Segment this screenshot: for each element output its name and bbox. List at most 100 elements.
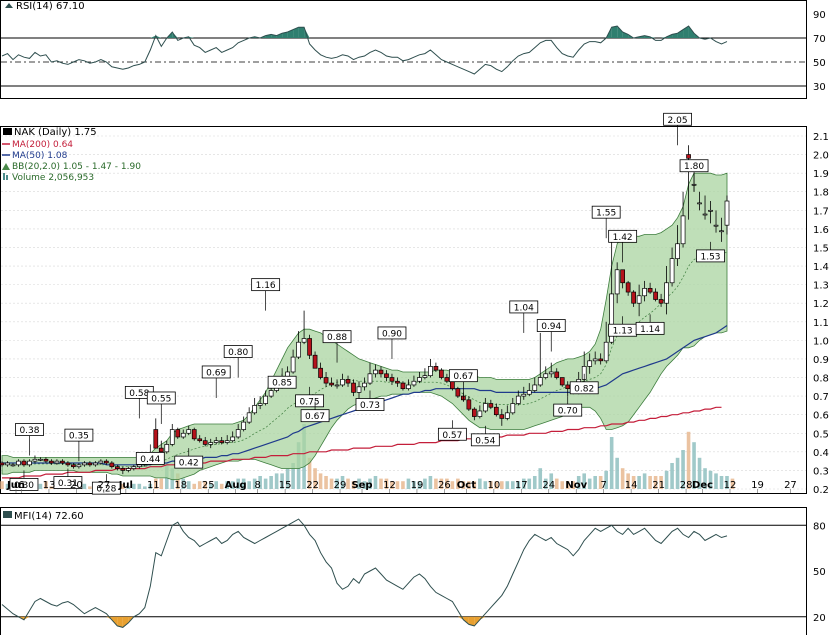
annotation-box xyxy=(635,321,665,335)
annotation-label: 0.75 xyxy=(300,397,320,407)
annotation-label: 0.85 xyxy=(272,379,292,389)
candle-body xyxy=(296,341,301,358)
volume-bar xyxy=(467,481,471,489)
candle-body xyxy=(515,395,521,404)
annotation-label: 1.55 xyxy=(596,209,616,219)
candle-body xyxy=(367,373,373,384)
annotation-label: 0.44 xyxy=(140,455,160,465)
volume-bar xyxy=(456,478,460,489)
candle-body xyxy=(219,440,225,443)
candle-body xyxy=(499,414,505,419)
annotation-label: 0.54 xyxy=(475,436,495,446)
volume-bar xyxy=(230,481,235,489)
candle-body xyxy=(422,375,428,378)
price-tick-label: 0.9 xyxy=(813,355,829,366)
price-tick-label: 1.6 xyxy=(813,225,829,236)
volume-bar xyxy=(186,481,191,489)
candle-body xyxy=(323,377,329,384)
annotation-label: 1.53 xyxy=(700,252,720,262)
price-tick-label: 0.4 xyxy=(813,448,829,459)
volume-bar xyxy=(675,457,680,489)
volume-bar xyxy=(543,478,548,489)
volume-bar xyxy=(483,481,488,489)
volume-bar xyxy=(121,483,125,489)
volume-bar xyxy=(620,468,625,489)
candle-body xyxy=(120,468,126,471)
candle-body xyxy=(636,295,642,304)
annotation-label: 0.90 xyxy=(382,329,402,339)
annotation-label: 1.14 xyxy=(640,325,660,335)
volume-bar xyxy=(417,481,422,489)
candle-legend-icon xyxy=(3,128,12,135)
volume-bar xyxy=(598,476,603,489)
mfi-frame xyxy=(0,507,807,636)
price-tick-label: 1.4 xyxy=(813,262,829,273)
annotation-label: 0.80 xyxy=(228,348,248,358)
volume-bar xyxy=(143,486,147,489)
price-tick-label: 1.8 xyxy=(813,188,829,199)
volume-bar xyxy=(648,476,652,489)
price-tick-label: 0.2 xyxy=(813,485,829,496)
rsi-legend-icon xyxy=(5,3,13,8)
candle-body xyxy=(504,412,510,419)
date-label: 27 xyxy=(98,480,111,491)
date-label: 10 xyxy=(487,480,500,491)
candle-body xyxy=(384,373,389,378)
candle-body xyxy=(724,200,730,226)
volume-bar xyxy=(461,481,466,489)
annotation-box xyxy=(355,398,385,411)
candle-body xyxy=(345,379,351,384)
symbol-label: NAK (Daily) 1.75 xyxy=(14,127,97,138)
candle-body xyxy=(312,354,318,369)
annotation-label: 1.13 xyxy=(613,327,633,337)
volume-bar xyxy=(406,478,411,489)
volume-bar xyxy=(0,481,4,489)
volume-bar xyxy=(686,431,691,489)
mfi-legend-icon xyxy=(3,511,12,518)
candle-body xyxy=(290,356,296,373)
volume-bar xyxy=(49,486,54,489)
annotation-label: 0.67 xyxy=(453,372,473,382)
rsi-overbought-fill xyxy=(172,32,178,38)
annotation-label: 0.35 xyxy=(69,432,89,442)
volume-bar xyxy=(269,476,273,489)
volume-bar xyxy=(670,463,674,489)
volume-bar xyxy=(604,470,608,489)
candle-body xyxy=(537,377,543,386)
volume-bar xyxy=(38,483,43,489)
volume-bar xyxy=(532,476,537,489)
annotation-label: 0.82 xyxy=(574,384,594,394)
rsi-frame xyxy=(0,0,807,99)
volume-bar xyxy=(401,481,405,489)
price-tick-label: 1.5 xyxy=(813,243,829,254)
annotation-box xyxy=(509,300,539,314)
volume-bar xyxy=(642,473,647,489)
volume-bar xyxy=(324,476,328,489)
date-label: Sep xyxy=(351,480,372,491)
ma200-label: MA(200) 0.64 xyxy=(12,140,73,150)
candle-body xyxy=(719,230,724,233)
volume-bar xyxy=(88,486,92,489)
annotation-label: 0.88 xyxy=(327,333,347,343)
candle-body xyxy=(631,291,636,304)
volume-bar xyxy=(225,481,229,489)
candle-body xyxy=(197,438,203,442)
candle-body xyxy=(65,462,71,466)
date-label: 13 xyxy=(43,480,56,491)
annotation-box xyxy=(679,159,709,173)
annotation-label: 1.16 xyxy=(256,281,276,291)
volume-bar xyxy=(285,468,290,489)
volume-bar xyxy=(692,442,696,489)
candle-body xyxy=(263,395,268,404)
candle-body xyxy=(598,358,604,362)
annotation-label: 1.42 xyxy=(613,233,633,243)
price-tick-label: 0.6 xyxy=(813,411,829,422)
candle-body xyxy=(5,462,10,466)
date-label: 28 xyxy=(680,480,693,491)
volume-bar xyxy=(725,476,729,489)
annotation-label: 1.04 xyxy=(514,303,534,313)
volume-bar xyxy=(384,478,389,489)
price-tick-label: 1.7 xyxy=(813,206,829,217)
volume-bar xyxy=(434,478,438,489)
candle-body xyxy=(93,462,98,466)
